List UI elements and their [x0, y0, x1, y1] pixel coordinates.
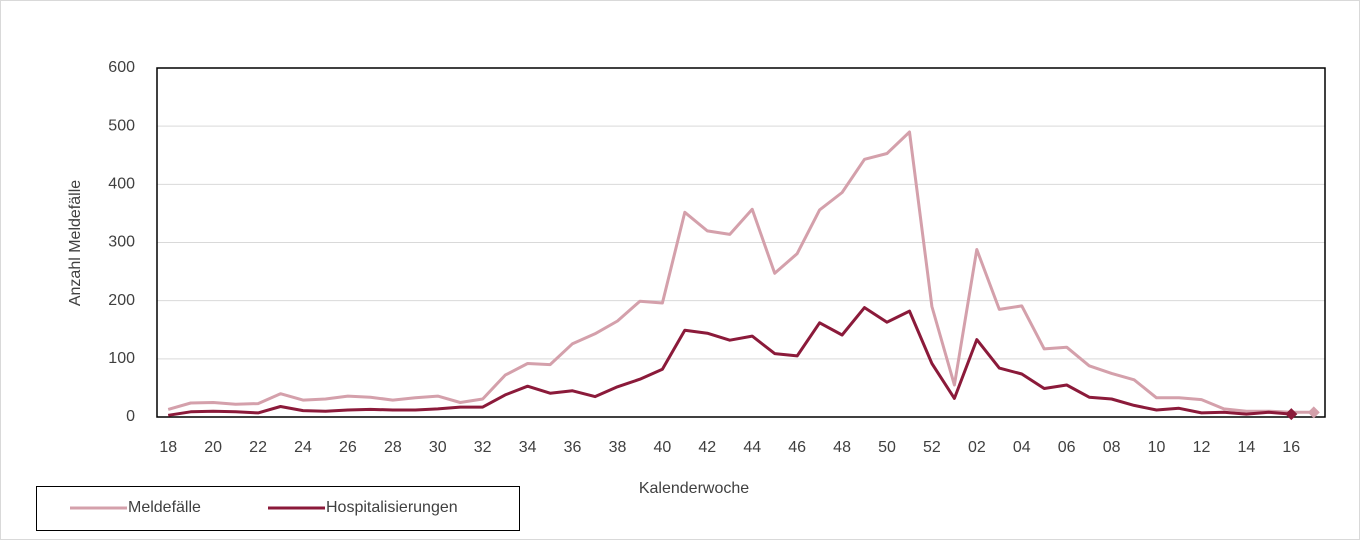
x-tick-label: 10	[1148, 439, 1166, 456]
y-axis-label: Anzahl Meldefälle	[67, 180, 84, 306]
x-tick-label: 08	[1103, 439, 1121, 456]
end-marker	[1307, 406, 1320, 419]
series-line	[167, 130, 1314, 414]
y-tick-label: 300	[108, 234, 135, 251]
y-tick-label: 100	[108, 350, 135, 367]
x-tick-label: 04	[1013, 439, 1031, 456]
x-tick-label: 28	[384, 439, 402, 456]
y-tick-label: 600	[108, 59, 135, 76]
legend-box	[36, 486, 520, 531]
x-tick-label: 12	[1193, 439, 1211, 456]
x-tick-label: 40	[653, 439, 671, 456]
x-tick-label: 46	[788, 439, 806, 456]
x-tick-label: 26	[339, 439, 357, 456]
series-line	[167, 306, 1292, 417]
x-tick-label: 34	[519, 439, 537, 456]
x-tick-label: 32	[474, 439, 492, 456]
x-tick-label: 02	[968, 439, 986, 456]
y-tick-label: 500	[108, 117, 135, 134]
x-tick-label: 24	[294, 439, 312, 456]
x-tick-label: 48	[833, 439, 851, 456]
x-tick-label: 20	[204, 439, 222, 456]
end-marker	[1285, 408, 1298, 421]
plot-border	[156, 67, 1326, 418]
x-tick-label: 16	[1282, 439, 1300, 456]
y-tick-label: 0	[126, 408, 135, 425]
x-tick-label: 06	[1058, 439, 1076, 456]
x-tick-label: 18	[159, 439, 177, 456]
x-tick-label: 14	[1237, 439, 1255, 456]
x-tick-label: 42	[698, 439, 716, 456]
x-tick-label: 22	[249, 439, 267, 456]
legend-label: Meldefälle	[128, 499, 201, 516]
x-tick-label: 50	[878, 439, 896, 456]
x-tick-label: 52	[923, 439, 941, 456]
x-tick-label: 30	[429, 439, 447, 456]
y-tick-label: 200	[108, 292, 135, 309]
x-tick-label: 36	[564, 439, 582, 456]
x-tick-label: 44	[743, 439, 761, 456]
y-tick-label: 400	[108, 176, 135, 193]
legend-label: Hospitalisierungen	[326, 499, 458, 516]
x-axis-label: Kalenderwoche	[639, 480, 749, 497]
x-tick-label: 38	[609, 439, 627, 456]
